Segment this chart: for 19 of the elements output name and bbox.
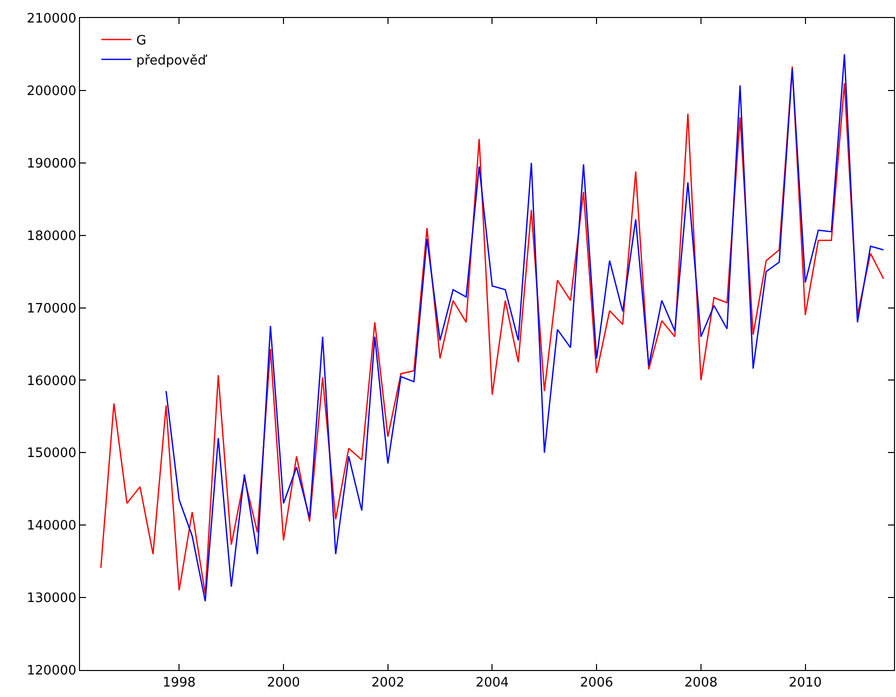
x-tick-label: 2006: [580, 676, 614, 691]
y-tick-label: 200000: [26, 84, 76, 99]
y-tick-label: 130000: [26, 591, 76, 606]
x-tick-label: 2010: [788, 676, 822, 691]
x-tick-label: 2000: [266, 676, 300, 691]
y-tick-label: 180000: [26, 228, 76, 244]
y-tick-label: 120000: [26, 664, 76, 679]
x-tick-label: 1998: [162, 676, 196, 691]
x-tick-label: 2002: [371, 676, 404, 691]
x-tick-label: 2004: [476, 676, 509, 691]
y-tick-label: 140000: [26, 518, 76, 534]
y-tick-label: 150000: [26, 446, 76, 462]
y-tick-label: 170000: [26, 301, 76, 316]
legend-label: předpověď: [136, 53, 208, 68]
y-tick-label: 210000: [26, 12, 76, 27]
x-tick-label: 2008: [684, 676, 718, 691]
y-tick-label: 190000: [26, 156, 76, 172]
legend-label: G: [136, 34, 146, 49]
y-tick-label: 160000: [26, 374, 76, 389]
